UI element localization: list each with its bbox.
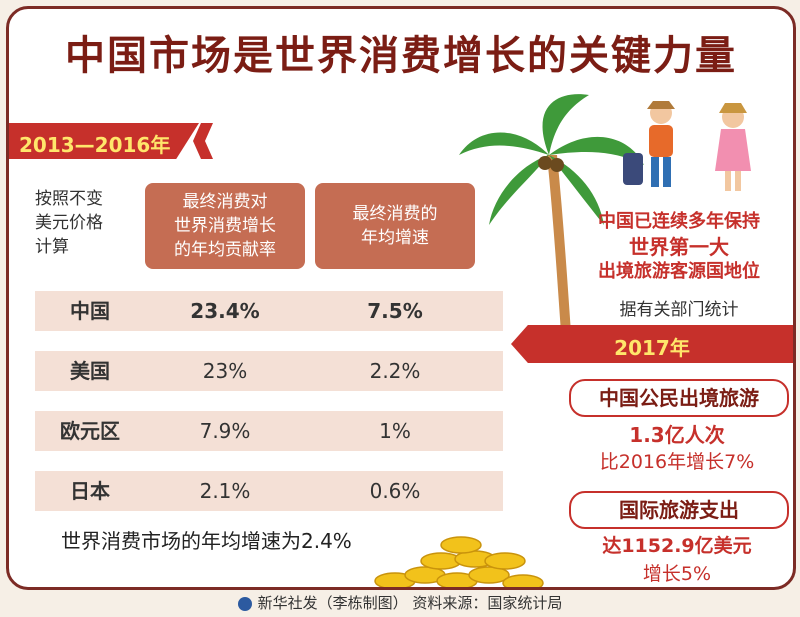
table-row-japan: 日本 2.1% 0.6%	[35, 471, 503, 511]
tourism-note-line: 世界第一大	[629, 235, 729, 259]
growth-value: 2.2%	[369, 359, 421, 383]
outbound-growth-value: 比2016年增长7%	[599, 451, 755, 473]
period-label: 2013—2016年	[19, 133, 171, 157]
palm-tree-illustration	[459, 94, 644, 333]
growth-value: 1%	[379, 419, 411, 443]
growth-value: 7.5%	[367, 299, 423, 323]
header-line: 最终消费对	[182, 192, 268, 212]
row-label: 中国	[70, 299, 110, 323]
note-line: 计算	[35, 237, 69, 257]
footer-credit: 新华社发（李栋制图） 资料来源：国家统计局	[0, 592, 800, 613]
contribution-value: 23%	[202, 359, 248, 383]
summary-text: 世界消费市场的年均增速为2.4%	[61, 529, 352, 553]
tourism-spending-label: 国际旅游支出	[569, 491, 789, 529]
header-line: 世界消费增长	[174, 216, 276, 236]
table-row-eurozone: 欧元区 7.9% 1%	[35, 411, 503, 451]
contribution-value: 23.4%	[190, 299, 260, 323]
header-line: 的年均贡献率	[174, 240, 276, 260]
outbound-trips-value: 1.3亿人次	[629, 423, 725, 447]
gold-coins-illustration	[374, 536, 544, 587]
ribbon-tail	[193, 123, 213, 159]
header-growth-rate: 最终消费的 年均增速	[315, 183, 475, 269]
year-ribbon: 2017年	[511, 325, 793, 363]
tourism-note-line: 出境旅游客源国地位	[598, 261, 760, 282]
footer-text: 新华社发（李栋制图） 资料来源：国家统计局	[257, 594, 563, 612]
year-label: 2017年	[614, 336, 690, 360]
page-title: 中国市场是世界消费增长的关键力量	[65, 33, 737, 79]
row-label: 欧元区	[60, 419, 120, 443]
row-label: 日本	[70, 479, 110, 503]
growth-value: 0.6%	[369, 479, 421, 503]
header-line: 最终消费的	[352, 204, 438, 224]
spending-value: 达1152.9亿美元	[602, 535, 752, 557]
tourists-illustration	[623, 101, 751, 191]
note-line: 按照不变	[35, 189, 103, 209]
xinhua-logo-icon	[237, 596, 252, 611]
note-line: 美元价格	[35, 213, 103, 233]
infographic-card: 中国市场是世界消费增长的关键力量 2013—2016年 按照不变 美元价格 计算…	[6, 6, 796, 590]
table-row-usa: 美国 23% 2.2%	[35, 351, 503, 391]
tourism-note-line: 中国已连续多年保持	[598, 211, 760, 232]
table-row-china: 中国 23.4% 7.5%	[35, 291, 503, 331]
contribution-value: 2.1%	[199, 479, 251, 503]
spending-growth-value: 增长5%	[642, 563, 712, 585]
header-line: 年均增速	[361, 228, 429, 248]
calculation-note: 按照不变 美元价格 计算	[35, 187, 103, 259]
header-contribution-rate: 最终消费对 世界消费增长 的年均贡献率	[145, 183, 305, 269]
period-ribbon: 2013—2016年	[9, 123, 199, 159]
statistics-note: 据有关部门统计	[619, 300, 739, 320]
row-label: 美国	[70, 359, 110, 383]
contribution-value: 7.9%	[199, 419, 251, 443]
outbound-travel-label: 中国公民出境旅游	[569, 379, 789, 417]
